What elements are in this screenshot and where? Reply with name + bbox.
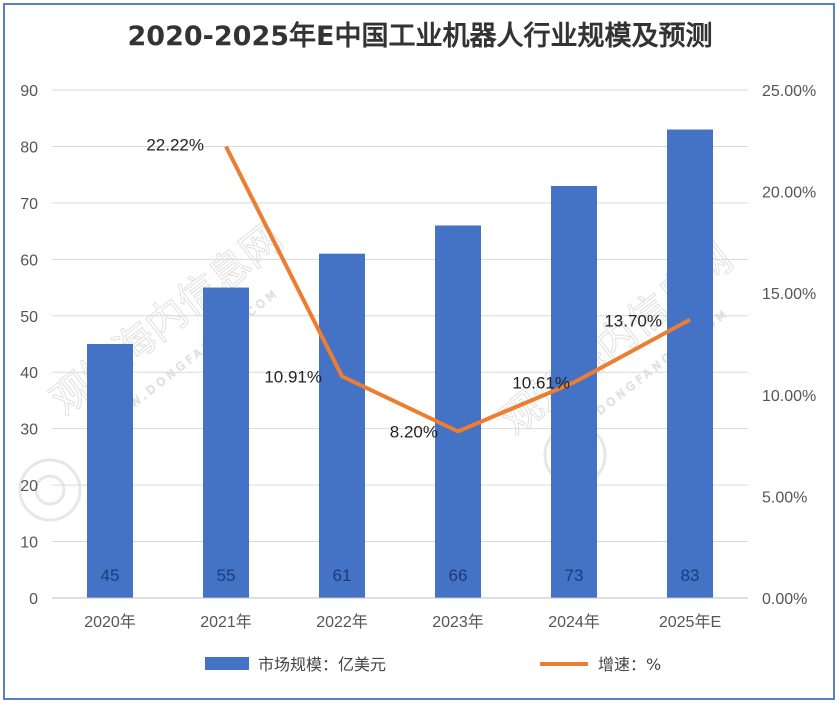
growth-line	[224, 145, 691, 434]
bar	[319, 253, 365, 598]
x-tick-label: 2020年	[84, 613, 136, 631]
line-series: 22.22% 10.91% 8.20% 10.61% 13.70%	[146, 135, 691, 441]
line-value-label: 13.70%	[604, 312, 662, 331]
legend-line-label: 增速：%	[598, 655, 661, 674]
legend-bar-swatch	[205, 657, 249, 670]
watermark-text: 观知海内信息网	[43, 215, 292, 424]
axes: 0 10 20 30 40 50 60 70 80 90 0.00% 5.00% 10.00% 15.00…	[20, 83, 816, 631]
bar-value-label: 61	[333, 566, 352, 585]
bar-value-label: 45	[101, 566, 120, 585]
grid-lines	[52, 89, 748, 543]
y-left-tick-label: 80	[20, 139, 38, 156]
y-left-tick-label: 60	[20, 252, 38, 269]
watermark-logo	[18, 458, 82, 522]
x-tick-label: 2024年	[548, 613, 600, 631]
bar	[435, 225, 481, 598]
y-left-tick-label: 70	[20, 196, 38, 213]
bar-series: 45 55 61 66 73 83	[87, 129, 713, 598]
bar-value-label: 83	[681, 566, 700, 585]
y-left-tick-label: 40	[20, 365, 38, 382]
bar	[87, 344, 133, 598]
y-left-tick-label: 90	[20, 83, 38, 100]
line-value-label: 8.20%	[390, 422, 438, 441]
y-left-tick-label: 30	[20, 422, 38, 439]
line-value-label: 10.91%	[264, 367, 322, 386]
bar	[203, 287, 249, 598]
x-tick-label: 2025年E	[659, 613, 721, 631]
x-tick-label: 2023年	[432, 613, 484, 631]
chart-title: 2020-2025年E中国工业机器人行业规模及预测	[127, 21, 713, 52]
x-tick-label: 2022年	[316, 613, 368, 631]
watermark-logo-inner	[34, 474, 66, 506]
y-right-tick-label: 5.00%	[762, 489, 807, 506]
bar	[551, 185, 597, 598]
y-right-tick-label: 10.00%	[762, 388, 816, 405]
y-right-tick-label: 20.00%	[762, 185, 816, 202]
y-left-tick-label: 50	[20, 309, 38, 326]
y-left-tick-label: 0	[29, 591, 38, 608]
bar-value-label: 73	[565, 566, 584, 585]
y-right-tick-label: 15.00%	[762, 286, 816, 303]
bar-value-label: 66	[449, 566, 468, 585]
y-left-tick-label: 10	[20, 535, 38, 552]
legend: 市场规模：亿美元 增速：%	[205, 655, 661, 674]
legend-bar-label: 市场规模：亿美元	[258, 655, 386, 674]
bar-value-label: 55	[217, 566, 236, 585]
y-right-tick-label: 25.00%	[762, 83, 816, 100]
y-left-tick-label: 20	[20, 478, 38, 495]
line-value-label: 10.61%	[512, 373, 570, 392]
x-tick-label: 2021年	[200, 613, 252, 631]
bar	[667, 129, 713, 598]
line-value-label: 22.22%	[146, 135, 204, 154]
y-right-tick-label: 0.00%	[762, 591, 807, 608]
